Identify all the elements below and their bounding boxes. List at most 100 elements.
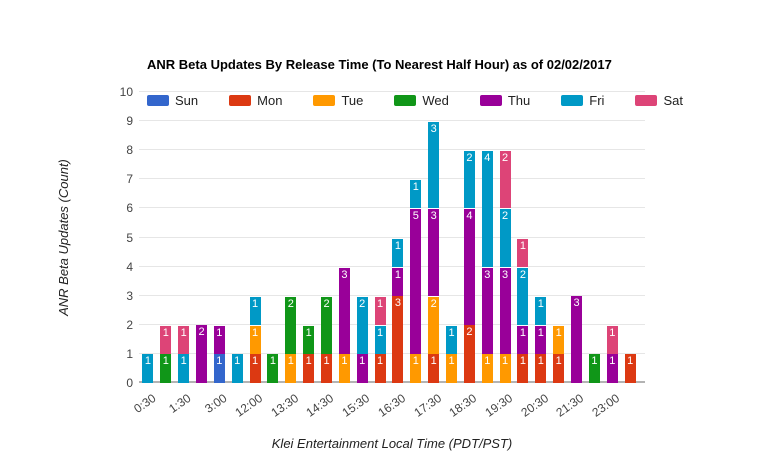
bar-segment-thu-15[interactable]: 5 xyxy=(410,208,422,354)
legend-swatch-mon xyxy=(229,95,252,106)
bar-segment-mon-12:00[interactable]: 1 xyxy=(249,353,261,383)
bar-segment-thu-3:00[interactable]: 1 xyxy=(213,324,225,354)
bar-segment-fri-17:30[interactable]: 3 xyxy=(428,121,440,209)
bar-segment-thu-19:30[interactable]: 3 xyxy=(499,266,511,354)
bar-segment-tue-17:30[interactable]: 2 xyxy=(428,295,440,354)
bar-segment-mon-17:30[interactable]: 1 xyxy=(428,353,440,383)
bar-segment-sat-1:30[interactable]: 1 xyxy=(178,324,190,354)
bar-segment-sat-19:30[interactable]: 2 xyxy=(499,150,511,209)
bar-segment-value: 1 xyxy=(252,297,259,310)
bar-segment-wed-14:30[interactable]: 2 xyxy=(321,295,333,354)
bar-segment-fri-20:30[interactable]: 1 xyxy=(535,295,547,325)
bar-segment-sat-1[interactable]: 1 xyxy=(160,324,172,354)
bar-segment-fri-5[interactable]: 1 xyxy=(231,353,243,383)
bar-segment-thu-15:30[interactable]: 1 xyxy=(356,353,368,383)
bar-segment-fri-16:30[interactable]: 1 xyxy=(392,237,404,267)
bar-segment-thu-20:30[interactable]: 1 xyxy=(535,324,547,354)
y-axis-tick-label: 7 xyxy=(126,172,133,187)
bar-segment-wed-25[interactable]: 1 xyxy=(588,353,600,383)
bar-segment-tue-15[interactable]: 1 xyxy=(410,353,422,383)
bar-slot-21: 1 1 2 1 xyxy=(514,92,532,383)
bar-segment-tue-13:30[interactable]: 1 xyxy=(285,353,297,383)
bar-segment-thu-19[interactable]: 3 xyxy=(481,266,493,354)
stacked-bar: 3 xyxy=(571,295,583,383)
bar-0:30: 1 xyxy=(139,92,157,383)
bar-segment-fri-18:30[interactable]: 2 xyxy=(463,150,475,209)
legend-swatch-fri xyxy=(561,95,584,106)
bar-segment-sat-21[interactable]: 1 xyxy=(517,237,529,267)
stacked-bar: 2 4 2 xyxy=(463,150,475,383)
y-axis-tick-label: 0 xyxy=(126,376,133,390)
bar-segment-mon-20:30[interactable]: 1 xyxy=(535,353,547,383)
bar-segment-thu-21:30[interactable]: 3 xyxy=(571,295,583,383)
x-axis-tick-label: 3:00 xyxy=(202,391,230,416)
bar-segment-mon-18:30[interactable]: 2 xyxy=(463,324,475,383)
bar-segment-tue-23[interactable]: 1 xyxy=(553,324,565,354)
bar-segment-fri-0:30[interactable]: 1 xyxy=(142,353,154,383)
bar-segment-mon-27[interactable]: 1 xyxy=(624,353,636,383)
bar-segment-mon-14:30[interactable]: 1 xyxy=(321,353,333,383)
bar-segment-sat-23:00[interactable]: 1 xyxy=(606,324,618,354)
gridline xyxy=(139,149,645,151)
bar-segment-thu-17:30[interactable]: 3 xyxy=(428,208,440,296)
bar-segment-fri-15:30[interactable]: 2 xyxy=(356,295,368,354)
y-axis-title: ANR Beta Updates (Count) xyxy=(56,159,71,316)
bar-segment-mon-13[interactable]: 1 xyxy=(374,353,386,383)
bar-segment-wed-7[interactable]: 1 xyxy=(267,353,279,383)
bar-segment-fri-19:30[interactable]: 2 xyxy=(499,208,511,267)
bar-segment-thu-3[interactable]: 2 xyxy=(196,324,207,383)
bar-segment-fri-13[interactable]: 1 xyxy=(374,324,386,354)
x-axis-tick-label: 0:30 xyxy=(130,391,158,416)
bar-segment-value: 1 xyxy=(216,354,223,367)
bar-segment-value: 1 xyxy=(627,354,634,367)
bar-segment-fri-17[interactable]: 1 xyxy=(446,324,458,354)
stacked-bar: 1 1 1 xyxy=(374,295,386,383)
bar-segment-wed-1[interactable]: 1 xyxy=(160,353,172,383)
bar-segment-tue-19[interactable]: 1 xyxy=(481,353,493,383)
bar-segment-thu-21[interactable]: 1 xyxy=(517,324,529,354)
gridline xyxy=(139,120,645,122)
bar-segment-thu-18:30[interactable]: 4 xyxy=(463,208,475,325)
bar-segment-value: 4 xyxy=(466,210,473,223)
bar-slot-5: 1 xyxy=(228,92,246,383)
bar-segment-thu-23:00[interactable]: 1 xyxy=(606,353,618,383)
bar-21:30: 3 xyxy=(568,92,586,383)
bar-segment-tue-12:00[interactable]: 1 xyxy=(249,324,261,354)
legend-item-thu: Thu xyxy=(479,93,530,108)
stacked-bar: 1 5 1 xyxy=(410,179,422,383)
bar-segment-sat-13[interactable]: 1 xyxy=(374,295,386,325)
bar-segment-fri-12:00[interactable]: 1 xyxy=(249,295,261,325)
bar-segment-thu-16:30[interactable]: 1 xyxy=(392,266,404,296)
bar-segment-wed-9[interactable]: 1 xyxy=(303,324,315,354)
x-axis-tick-label: 15:30 xyxy=(339,391,373,420)
bar-13:30: 12 xyxy=(282,92,300,383)
bar-segment-fri-1:30[interactable]: 1 xyxy=(178,353,190,383)
bar-segment-value: 1 xyxy=(144,354,151,367)
bar-segment-tue-11[interactable]: 1 xyxy=(338,353,350,383)
bar-segment-tue-17[interactable]: 1 xyxy=(446,353,458,383)
legend-swatch-thu xyxy=(479,95,502,106)
x-axis-tick-label: 20:30 xyxy=(518,391,551,420)
bar-segment-tue-19:30[interactable]: 1 xyxy=(499,353,511,383)
bar-segment-value: 2 xyxy=(198,325,205,338)
bar-segment-value: 1 xyxy=(180,326,187,339)
legend-swatch-sat xyxy=(635,95,658,106)
bar-segment-mon-21[interactable]: 1 xyxy=(517,353,529,383)
bar-segment-mon-9[interactable]: 1 xyxy=(303,353,315,383)
bar-segment-thu-11[interactable]: 3 xyxy=(338,266,350,354)
gridline xyxy=(139,236,645,238)
bar-segment-sun-3:00[interactable]: 1 xyxy=(213,353,225,383)
legend-label: Sun xyxy=(175,93,199,108)
bar-segment-mon-16:30[interactable]: 3 xyxy=(392,295,404,383)
bar-segment-wed-13:30[interactable]: 2 xyxy=(285,295,297,354)
bar-12:00: 1 1 1 xyxy=(246,92,264,383)
bar-segment-fri-19[interactable]: 4 xyxy=(481,150,493,267)
bar-segment-fri-21[interactable]: 2 xyxy=(517,266,529,325)
bar-segment-fri-15[interactable]: 1 xyxy=(410,179,422,209)
bar-segment-mon-23[interactable]: 1 xyxy=(553,353,565,383)
bar-segment-value: 2 xyxy=(323,297,330,310)
bar-20:30: 1 1 1 xyxy=(532,92,550,383)
